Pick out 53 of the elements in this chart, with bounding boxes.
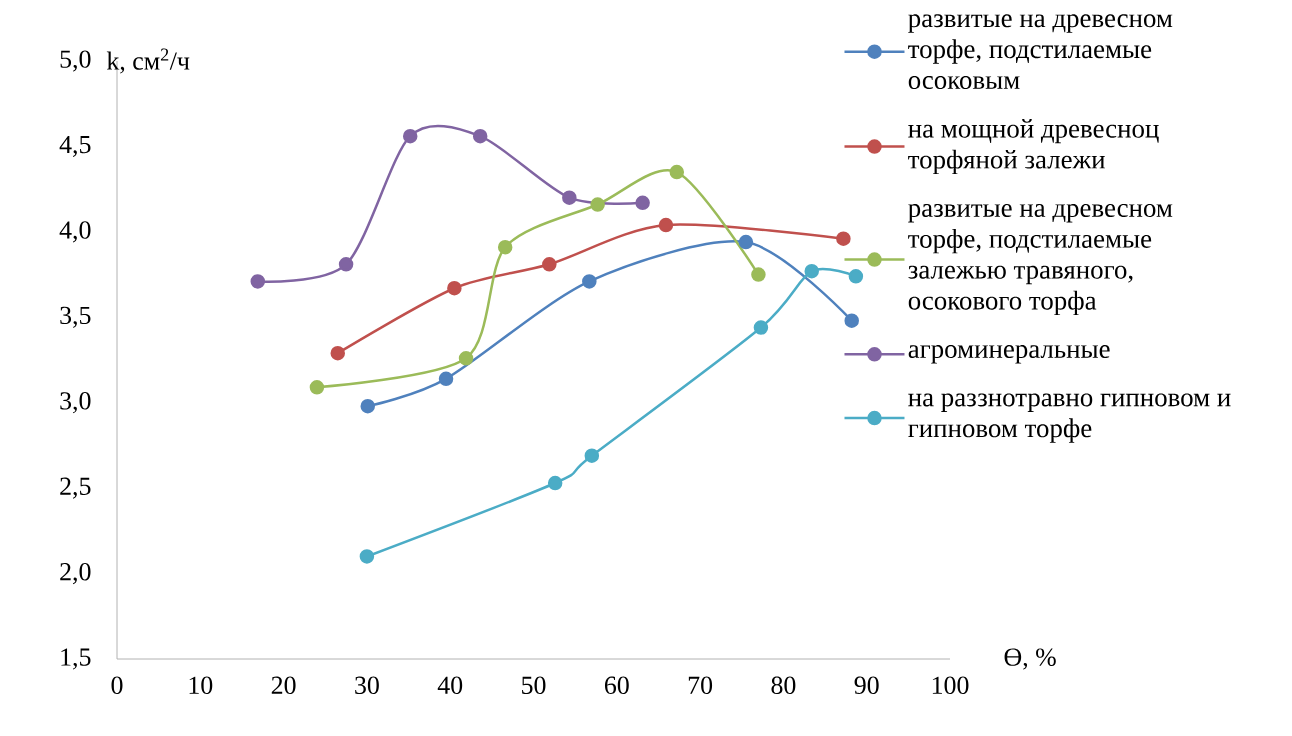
point — [458, 351, 474, 366]
point — [582, 274, 597, 289]
point — [547, 475, 563, 491]
legend-label: на мощной древесноц торфяной залежи — [908, 119, 1159, 175]
x-tick-label: 10 — [189, 676, 213, 694]
x-tick-label: 20 — [271, 676, 296, 694]
x-tick-label: 70 — [688, 676, 713, 694]
point — [359, 549, 375, 564]
point — [562, 190, 577, 205]
y-tick-label: 4,0 — [59, 221, 91, 243]
point — [250, 274, 266, 289]
point — [338, 257, 354, 272]
point — [438, 371, 454, 387]
x-tick-label: 40 — [437, 676, 463, 694]
legend-label: развитые на древесном торфе, подстилаемые залежью травяного, осокового торфа — [908, 204, 1173, 316]
point — [658, 217, 674, 233]
point — [751, 267, 766, 282]
y-tick-label: 3,0 — [60, 392, 91, 414]
x-tick-label: 30 — [355, 676, 379, 694]
y-tick-label: 1,5 — [61, 648, 91, 670]
point — [590, 197, 605, 212]
y-tick-label: 3,5 — [60, 306, 91, 328]
point — [848, 269, 864, 284]
point — [402, 128, 418, 144]
point — [669, 164, 685, 180]
point — [804, 263, 819, 279]
point — [844, 313, 859, 328]
point — [447, 280, 462, 296]
y-tick-label: 2,5 — [60, 477, 91, 499]
y-tick-label: 4,5 — [59, 135, 91, 157]
x-axis-title: Ө, % — [1004, 648, 1056, 670]
y-tick-label: 2,0 — [60, 562, 91, 585]
legend-label: на раззнотравно гипновом и гипновом торфе — [908, 393, 1231, 443]
x-tick-label: 50 — [522, 676, 546, 694]
point — [635, 195, 650, 211]
point — [330, 345, 345, 361]
point — [542, 257, 557, 272]
legend-label: агроминеральные — [908, 345, 1110, 364]
point — [584, 448, 600, 463]
x-tick-label: 90 — [854, 676, 879, 694]
x-tick-label: 100 — [932, 676, 969, 694]
point — [472, 128, 488, 144]
point — [360, 398, 375, 414]
y-tick-label: 5,0 — [60, 50, 91, 72]
point — [738, 234, 754, 250]
x-tick-label: 60 — [604, 676, 629, 694]
x-tick-label: 80 — [771, 676, 796, 694]
x-tick-label: 0 — [111, 676, 123, 694]
point — [497, 239, 513, 255]
point — [836, 231, 851, 246]
point — [309, 380, 325, 395]
point — [753, 320, 769, 335]
y-axis-title: k, см$^{2}$/ч — [106, 48, 190, 74]
